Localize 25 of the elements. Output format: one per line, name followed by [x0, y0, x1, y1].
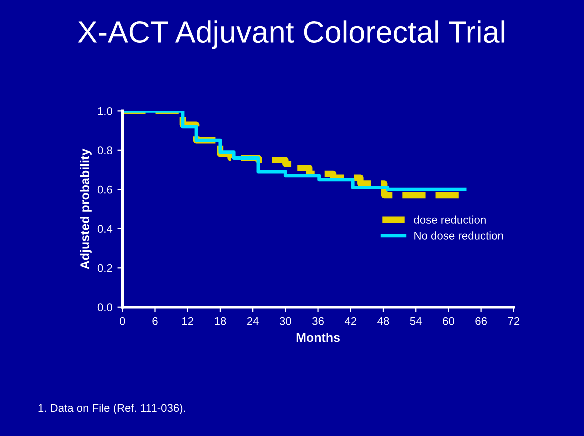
x-tick-label: 24 — [247, 317, 259, 326]
x-tick-label: 66 — [476, 317, 488, 326]
x-tick-label: 48 — [378, 317, 390, 326]
y-tick-label: 0.8 — [98, 146, 112, 155]
x-tick-label: 12 — [182, 317, 194, 326]
y-tick-label: 0.4 — [98, 225, 113, 234]
x-tick-label: 60 — [443, 317, 454, 326]
x-tick-label: 30 — [280, 317, 292, 326]
y-tick-label: 0.2 — [98, 264, 112, 272]
legend-label: dose reduction — [414, 216, 486, 224]
y-tick-label: 0.6 — [98, 186, 112, 194]
legend-label: No dose reduction — [414, 232, 504, 240]
x-tick-label: 18 — [215, 317, 226, 326]
x-tick-label: 36 — [312, 317, 324, 326]
y-tick-label: 1.0 — [98, 107, 112, 116]
y-axis-title: Adjusted probability — [80, 148, 92, 270]
chart-title: X-ACT Adjuvant Colorectal Trial — [78, 20, 505, 50]
y-tick-label: 0.0 — [98, 304, 112, 312]
x-tick-label: 72 — [508, 317, 520, 326]
text: 1. Data on File (Ref. 111-036). — [38, 404, 186, 414]
x-axis-title: Months — [296, 333, 340, 342]
x-tick-label: 54 — [410, 318, 422, 326]
x-tick-label: 0 — [120, 317, 126, 326]
x-tick-label: 6 — [152, 317, 158, 326]
x-tick-label: 42 — [344, 317, 357, 326]
